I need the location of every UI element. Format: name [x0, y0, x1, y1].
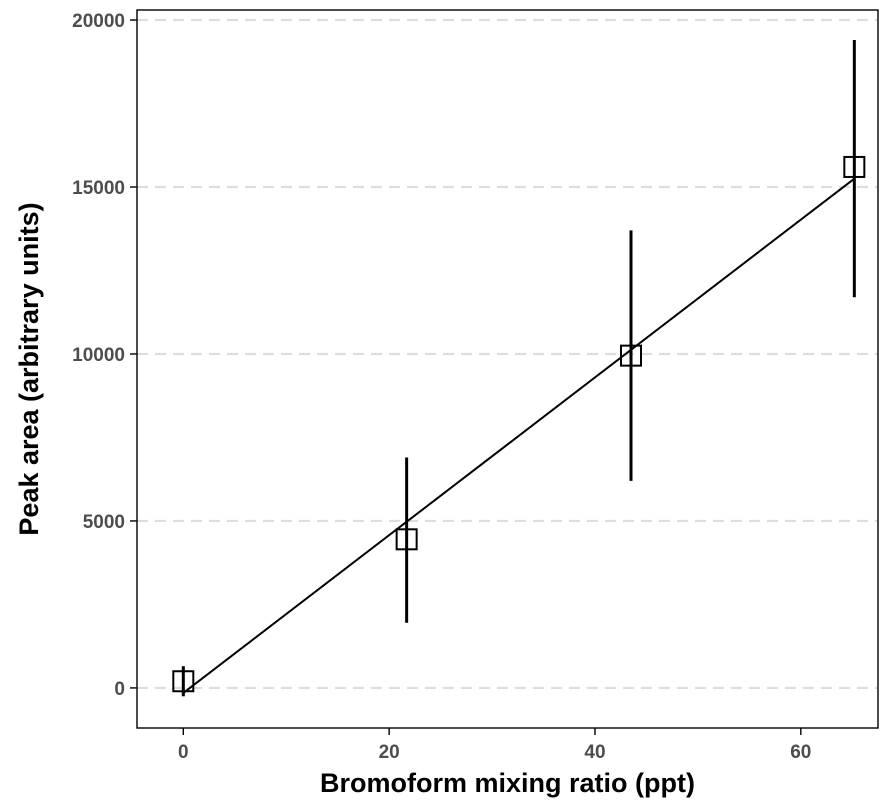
error-bars [181, 40, 856, 697]
fit-line [182, 177, 855, 694]
y-tick-label: 0 [114, 679, 125, 700]
x-tick-label: 20 [379, 742, 400, 763]
gridlines [137, 18, 878, 690]
y-tick-label: 10000 [72, 345, 125, 366]
x-tick-label: 40 [584, 742, 605, 763]
x-axis-ticks: 0 20 40 60 [178, 728, 811, 763]
y-tick-label: 15000 [72, 178, 125, 199]
data-points [172, 155, 866, 693]
data-point [843, 155, 866, 178]
x-axis-title: Bromoform mixing ratio (ppt) [320, 768, 695, 798]
fit-line-group [182, 177, 855, 694]
y-tick-label: 5000 [83, 512, 125, 533]
data-point [172, 670, 195, 693]
data-point [395, 528, 418, 551]
x-tick-label: 60 [790, 742, 811, 763]
y-tick-label: 20000 [72, 11, 125, 32]
y-axis-ticks: 0 5000 10000 15000 20000 [72, 11, 137, 700]
data-point [620, 344, 642, 367]
y-axis-title: Peak area (arbitrary units) [14, 202, 44, 535]
x-tick-label: 0 [178, 742, 189, 763]
panel-border [136, 9, 879, 729]
